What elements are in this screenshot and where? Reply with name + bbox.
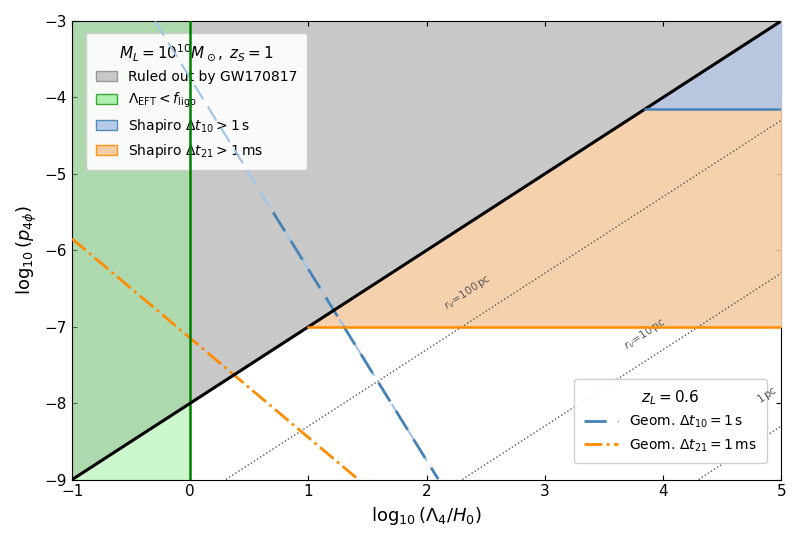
Text: $r_V\!=\!10\,\mathrm{pc}$: $r_V\!=\!10\,\mathrm{pc}$ xyxy=(622,315,669,353)
Y-axis label: $\log_{10}(p_{4\phi})$: $\log_{10}(p_{4\phi})$ xyxy=(15,205,39,295)
Text: $r_V\!=\!100\,\mathrm{pc}$: $r_V\!=\!100\,\mathrm{pc}$ xyxy=(441,272,494,313)
Legend: Geom. $\Delta t_{10} = 1\,\mathrm{s}$, Geom. $\Delta t_{21} = 1\,\mathrm{ms}$: Geom. $\Delta t_{10} = 1\,\mathrm{s}$, G… xyxy=(574,379,767,463)
Text: $1\,\mathrm{pc}$: $1\,\mathrm{pc}$ xyxy=(754,384,780,408)
X-axis label: $\log_{10}(\Lambda_4/H_0)$: $\log_{10}(\Lambda_4/H_0)$ xyxy=(372,505,482,527)
